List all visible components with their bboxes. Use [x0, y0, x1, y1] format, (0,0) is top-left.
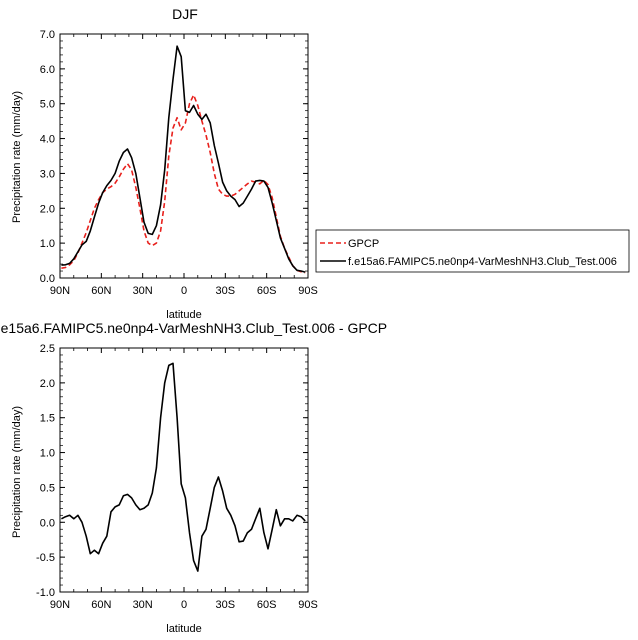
y-tick-label: 5.0	[40, 99, 55, 111]
x-tick-label: 90N	[50, 599, 70, 611]
x-tick-label: 90N	[50, 285, 70, 297]
y-axis-label: Precipitation rate (mm/day)	[11, 406, 23, 538]
plot-area: 90N 60N 30N 0 30S 60S 90S -1.0 -0.5 0.0 0.5 1.0 1.5 2…	[36, 343, 318, 611]
plot-area: 90N 60N 30N 0 30S 60S 90S 0.0 1.0 2.0 3.0 4.0 5.0 6.0…	[40, 29, 318, 297]
x-tick-label: 90S	[298, 285, 318, 297]
y-tick-label: 3.0	[40, 168, 55, 180]
legend: GPCP f.e15a6.FAMIPC5.ne0np4-VarMeshNH3.C…	[315, 229, 630, 273]
y-tick-label: 0.5	[40, 482, 55, 494]
y-tick-label: 7.0	[40, 29, 55, 41]
legend-label-gpcp: GPCP	[348, 238, 379, 250]
axes-frame	[59, 33, 309, 279]
chart-title: f.e15a6.FAMIPC5.ne0np4-VarMeshNH3.Club_T…	[0, 320, 387, 336]
y-tick-label: 0.0	[40, 517, 55, 529]
legend-box	[315, 229, 630, 273]
series-line-model	[61, 45, 306, 273]
x-tick-label: 30S	[216, 599, 236, 611]
chart-title: DJF	[172, 6, 198, 22]
y-tick-label: 4.0	[40, 134, 55, 146]
y-tick-label: 1.0	[40, 448, 55, 460]
x-tick-label: 30N	[133, 285, 153, 297]
y-tick-label: 1.5	[40, 413, 55, 425]
axes-frame	[59, 347, 309, 593]
series-line-model	[61, 362, 306, 572]
y-tick-label: 6.0	[40, 64, 55, 76]
series-line-gpcp	[61, 94, 306, 274]
x-tick-label: 30N	[133, 599, 153, 611]
x-axis-label: latitude	[166, 623, 201, 635]
y-tick-label: -0.5	[36, 552, 55, 564]
x-axis-label: latitude	[166, 309, 201, 321]
x-tick-label: 90S	[298, 599, 318, 611]
difference-panel: f.e15a6.FAMIPC5.ne0np4-VarMeshNH3.Club_T…	[0, 320, 387, 635]
x-tick-label: 0	[181, 599, 187, 611]
legend-label-model: f.e15a6.FAMIPC5.ne0np4-VarMeshNH3.Club_T…	[348, 256, 617, 268]
x-tick-label: 60N	[91, 599, 111, 611]
y-tick-label: 2.0	[40, 378, 55, 390]
x-tick-label: 0	[181, 285, 187, 297]
y-tick-label: -1.0	[36, 587, 55, 599]
y-axis-label: Precipitation rate (mm/day)	[11, 91, 23, 223]
x-tick-label: 60S	[257, 599, 277, 611]
x-tick-label: 30S	[216, 285, 236, 297]
y-tick-label: 2.0	[40, 203, 55, 215]
y-tick-label: 0.0	[40, 273, 55, 285]
mean-precip-panel: DJF 90N 60N 30N 0 30S 60S 90S 0.0 1.0 2.0 3.0 4.0 5.…	[11, 6, 318, 321]
x-tick-label: 60S	[257, 285, 277, 297]
y-tick-label: 1.0	[40, 238, 55, 250]
y-tick-label: 2.5	[40, 343, 55, 355]
x-tick-label: 60N	[91, 285, 111, 297]
